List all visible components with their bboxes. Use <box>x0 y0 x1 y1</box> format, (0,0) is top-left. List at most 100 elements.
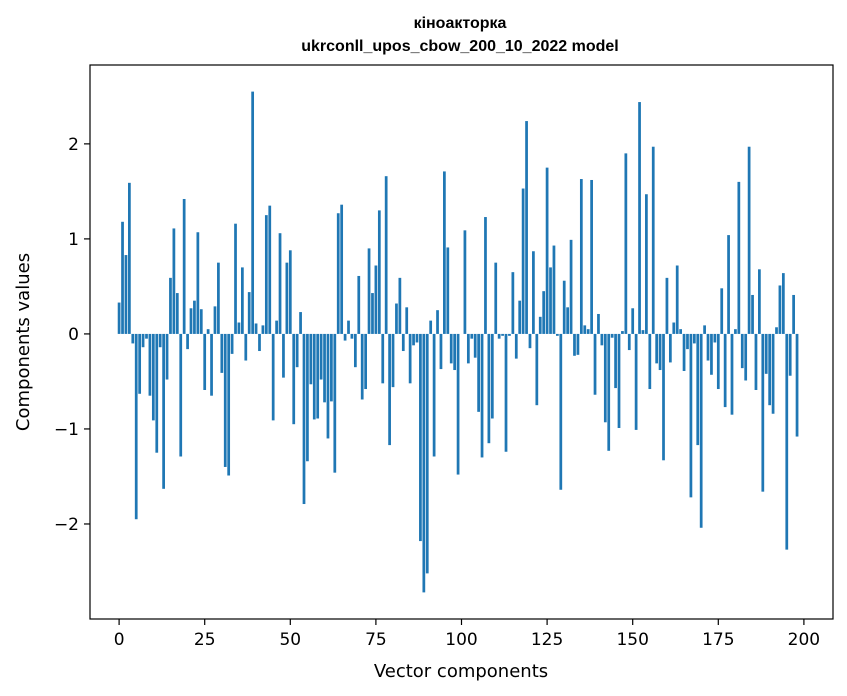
bar <box>658 333 662 371</box>
bar <box>275 320 278 334</box>
chart-title: кіноакторка <box>414 15 507 32</box>
bar <box>487 333 491 444</box>
bar <box>261 325 265 334</box>
bar <box>374 265 378 334</box>
bar <box>333 333 337 473</box>
bar <box>306 333 309 462</box>
bar <box>679 329 682 334</box>
bar <box>398 277 402 334</box>
bar <box>713 333 717 343</box>
bar <box>299 312 302 334</box>
bar <box>549 267 552 334</box>
bar <box>552 245 556 334</box>
bar <box>754 333 758 390</box>
bar <box>566 307 570 334</box>
bar <box>172 228 176 334</box>
bar <box>603 333 607 423</box>
bar <box>716 333 720 390</box>
bar <box>319 333 323 380</box>
bar <box>371 293 374 334</box>
bar <box>501 333 504 336</box>
bar <box>395 303 398 334</box>
bar <box>514 333 518 359</box>
bar <box>463 230 467 334</box>
bar <box>302 333 306 505</box>
bar <box>282 333 285 378</box>
bar <box>730 333 734 415</box>
bar <box>169 277 172 334</box>
bar <box>353 333 357 368</box>
bar <box>432 333 436 457</box>
bar <box>357 275 361 334</box>
bar <box>532 251 535 334</box>
bar <box>309 333 313 385</box>
bar <box>490 333 494 419</box>
y-tick-label: −1 <box>54 420 79 440</box>
bar <box>542 291 546 334</box>
bar <box>148 333 152 396</box>
bar <box>778 285 782 334</box>
bar <box>473 333 477 358</box>
bar <box>641 330 645 334</box>
bar <box>504 333 508 452</box>
bar <box>720 288 724 334</box>
bar <box>117 302 121 334</box>
bar <box>323 333 326 403</box>
bar <box>268 205 272 334</box>
bar <box>186 333 189 350</box>
bar <box>699 333 703 528</box>
bar <box>593 333 597 395</box>
bar <box>336 213 340 334</box>
bar <box>727 235 730 334</box>
bar <box>234 223 237 334</box>
bar <box>131 333 135 344</box>
bar <box>751 294 754 334</box>
bar <box>617 333 621 428</box>
bar <box>381 333 385 384</box>
bar <box>162 333 165 489</box>
bar <box>449 333 453 364</box>
x-axis-label: Vector components <box>374 661 548 682</box>
bar <box>138 333 142 394</box>
bar <box>145 333 148 339</box>
bar <box>645 194 648 334</box>
bar <box>521 188 525 334</box>
bar <box>614 333 617 389</box>
bar <box>367 248 371 334</box>
bar <box>347 320 350 334</box>
bar <box>316 333 320 419</box>
bar <box>456 333 460 475</box>
x-axis-ticks: 0 25 50 75 100 125 150 175 200 <box>114 619 820 650</box>
bar <box>696 333 700 446</box>
bar <box>165 333 169 380</box>
bar <box>771 333 775 414</box>
bar <box>237 322 241 334</box>
bar <box>703 325 706 334</box>
bar <box>350 333 354 339</box>
bar <box>271 333 275 421</box>
bar <box>199 309 203 334</box>
bar <box>343 333 347 341</box>
x-tick-label: 100 <box>445 630 477 650</box>
x-tick-label: 175 <box>702 630 734 650</box>
bar <box>740 333 744 369</box>
bar <box>377 210 381 334</box>
bar <box>535 333 539 406</box>
bar <box>785 333 789 550</box>
bar <box>583 325 587 334</box>
bar <box>665 277 669 334</box>
x-tick-label: 75 <box>365 630 387 650</box>
bar <box>453 333 457 371</box>
bar <box>285 262 289 334</box>
bar <box>326 333 330 439</box>
bar <box>788 333 792 376</box>
bar <box>419 333 422 542</box>
bar <box>655 333 659 364</box>
bar <box>364 333 367 390</box>
bar <box>230 333 234 354</box>
bar <box>124 255 128 334</box>
bar <box>405 307 409 334</box>
bar <box>764 333 768 374</box>
bar <box>360 333 364 400</box>
bar <box>768 333 772 406</box>
